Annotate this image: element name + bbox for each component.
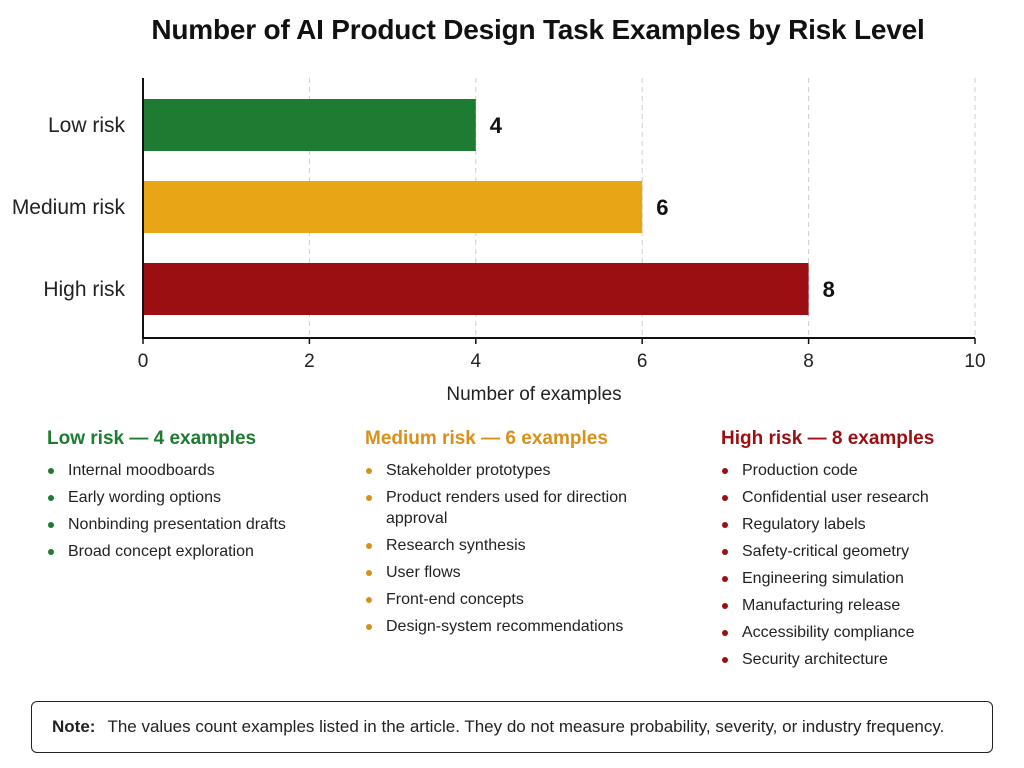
bullet-icon bbox=[722, 549, 728, 555]
list-item: Regulatory labels bbox=[721, 514, 1001, 535]
list-item: Broad concept exploration bbox=[47, 541, 337, 562]
list-item: Nonbinding presentation drafts bbox=[47, 514, 337, 535]
list-item: Early wording options bbox=[47, 487, 337, 508]
bullet-icon bbox=[366, 624, 372, 630]
list-item-text: User flows bbox=[386, 564, 461, 581]
low-risk-group: Low risk — 4 examples Internal moodboard… bbox=[47, 428, 337, 568]
category-label: Medium risk bbox=[12, 196, 126, 219]
bullet-icon bbox=[48, 495, 54, 501]
bullet-icon bbox=[48, 522, 54, 528]
bullet-icon bbox=[366, 570, 372, 576]
medium-risk-group: Medium risk — 6 examples Stakeholder pro… bbox=[365, 428, 665, 643]
high-risk-list: Production code Confidential user researc… bbox=[721, 460, 1001, 670]
note-label: Note: bbox=[52, 717, 96, 736]
value-label: 8 bbox=[823, 277, 835, 302]
list-item-text: Early wording options bbox=[68, 489, 221, 506]
list-item: Safety-critical geometry bbox=[721, 541, 1001, 562]
bullet-icon bbox=[722, 576, 728, 582]
low-risk-list: Internal moodboards Early wording options… bbox=[47, 460, 337, 562]
list-item: Front-end concepts bbox=[365, 589, 665, 610]
list-item: Security architecture bbox=[721, 649, 1001, 670]
list-item-text: Research synthesis bbox=[386, 537, 526, 554]
axes bbox=[142, 78, 976, 344]
list-item-text: Accessibility compliance bbox=[742, 624, 915, 641]
x-tick-label: 0 bbox=[138, 351, 149, 372]
x-axis-title: Number of examples bbox=[446, 384, 621, 405]
list-item: Research synthesis bbox=[365, 535, 665, 556]
list-item-text: Nonbinding presentation drafts bbox=[68, 516, 286, 533]
bullet-icon bbox=[48, 468, 54, 474]
list-item-text: Confidential user research bbox=[742, 489, 929, 506]
high-risk-heading: High risk — 8 examples bbox=[721, 428, 935, 449]
x-tick-label: 2 bbox=[304, 351, 315, 372]
list-item: Design-system recommendations bbox=[365, 616, 665, 637]
list-item-text: Production code bbox=[742, 462, 858, 479]
list-item-text: Security architecture bbox=[742, 651, 888, 668]
bullet-icon bbox=[722, 657, 728, 663]
bar-low-risk bbox=[143, 99, 476, 151]
high-risk-group: High risk — 8 examples Production code Co… bbox=[721, 428, 1001, 676]
list-item: Confidential user research bbox=[721, 487, 1001, 508]
bullet-icon bbox=[722, 630, 728, 636]
bar-medium-risk bbox=[143, 181, 643, 233]
bullet-icon bbox=[366, 495, 372, 501]
bullet-icon bbox=[366, 597, 372, 603]
bullet-icon bbox=[366, 468, 372, 474]
bullet-icon bbox=[722, 603, 728, 609]
note-box: Note: The values count examples listed i… bbox=[31, 701, 993, 753]
medium-risk-heading: Medium risk — 6 examples bbox=[365, 428, 608, 449]
bullet-icon bbox=[722, 468, 728, 474]
labels: Low risk 4 Medium risk 6 High risk 8 0 2 4 6 8 10 Nu… bbox=[12, 113, 986, 405]
x-tick-label: 8 bbox=[803, 351, 814, 372]
bars bbox=[143, 99, 809, 315]
list-item-text: Design-system recommendations bbox=[386, 618, 624, 635]
x-tick-label: 6 bbox=[637, 351, 648, 372]
list-item: Production code bbox=[721, 460, 1001, 481]
bar-chart: Low risk 4 Medium risk 6 High risk 8 0 2 4 6 8 10 Nu… bbox=[12, 78, 986, 405]
list-item-text: Internal moodboards bbox=[68, 462, 215, 479]
list-item: Internal moodboards bbox=[47, 460, 337, 481]
value-label: 4 bbox=[490, 113, 503, 138]
low-risk-heading: Low risk — 4 examples bbox=[47, 428, 257, 449]
list-item: Engineering simulation bbox=[721, 568, 1001, 589]
list-item-text: Safety-critical geometry bbox=[742, 543, 910, 560]
bullet-icon bbox=[722, 495, 728, 501]
category-label: High risk bbox=[43, 278, 125, 301]
chart-title: Number of AI Product Design Task Example… bbox=[151, 14, 925, 45]
list-item: Accessibility compliance bbox=[721, 622, 1001, 643]
list-item: Stakeholder prototypes bbox=[365, 460, 665, 481]
value-label: 6 bbox=[656, 195, 668, 220]
list-item-text: Manufacturing release bbox=[742, 597, 901, 614]
category-label: Low risk bbox=[48, 114, 126, 137]
x-tick-label: 4 bbox=[471, 351, 482, 372]
list-item-text: Stakeholder prototypes bbox=[386, 462, 551, 479]
list-item: Manufacturing release bbox=[721, 595, 1001, 616]
list-item: User flows bbox=[365, 562, 665, 583]
x-tick-label: 10 bbox=[964, 351, 985, 372]
list-item-text: Product renders used for direction appro… bbox=[386, 489, 628, 527]
bullet-icon bbox=[722, 522, 728, 528]
medium-risk-list: Stakeholder prototypes Product renders us… bbox=[365, 460, 665, 637]
bullet-icon bbox=[48, 549, 54, 555]
bullet-icon bbox=[366, 543, 372, 549]
list-item-text: Front-end concepts bbox=[386, 591, 524, 608]
list-item: Product renders used for direction appro… bbox=[365, 487, 665, 529]
list-item-text: Engineering simulation bbox=[742, 570, 904, 587]
note-text: The values count examples listed in the … bbox=[107, 717, 945, 736]
list-item-text: Broad concept exploration bbox=[68, 543, 254, 560]
list-item-text: Regulatory labels bbox=[742, 516, 866, 533]
bar-high-risk bbox=[143, 263, 809, 315]
